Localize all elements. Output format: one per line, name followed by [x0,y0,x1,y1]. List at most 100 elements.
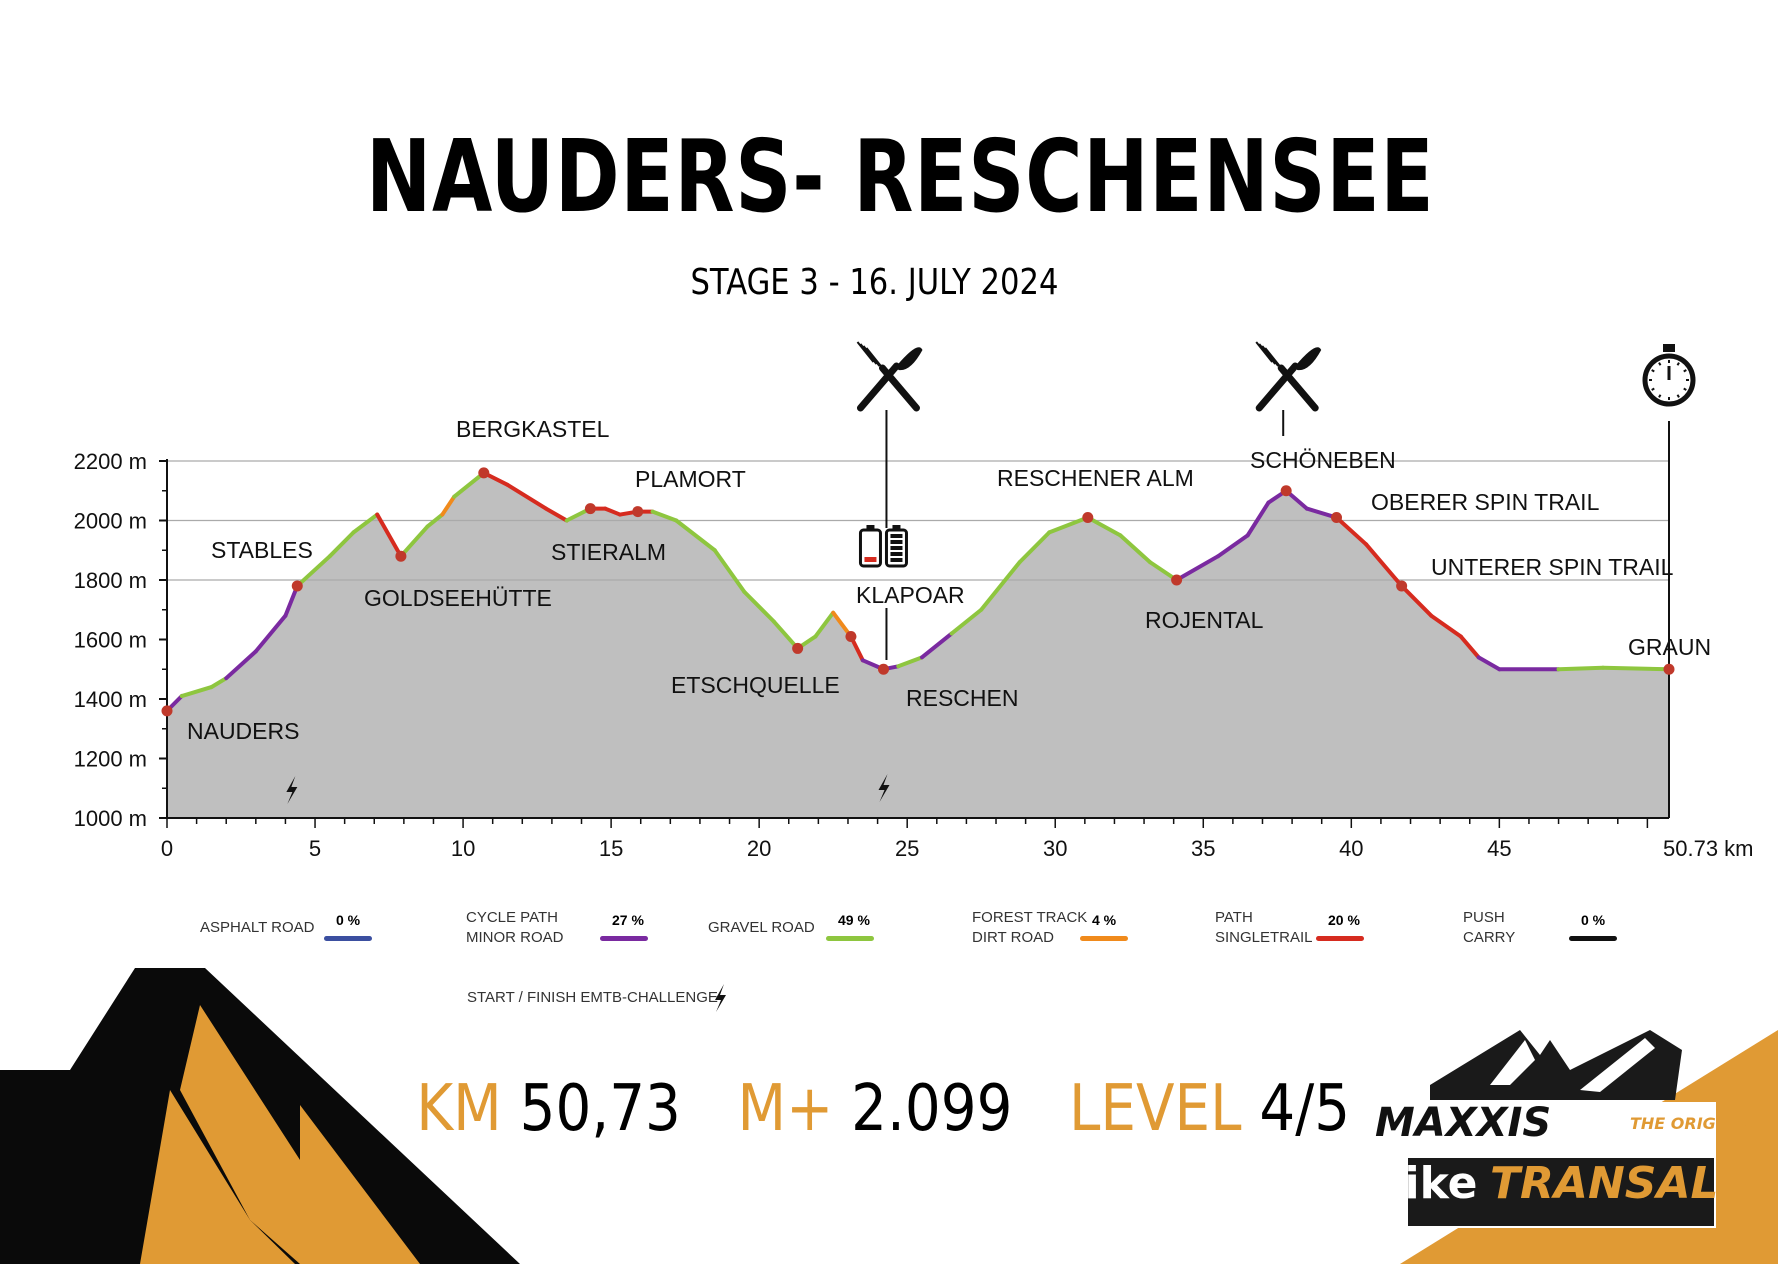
stage-stats: KM 50,73 M+ 2.099 LEVEL 4/5 [101,1072,1666,1146]
profile-segment [295,554,332,588]
waypoint-label: RESCHENER ALM [997,465,1194,491]
elevation-value: 2.099 [851,1072,1013,1146]
profile-segment [1245,500,1271,538]
waypoint-label: GRAUN [1628,634,1711,660]
waypoint-dot [584,503,596,515]
waypoint-dot [478,467,490,479]
profile-segment [1334,515,1369,547]
x-tick-label: 50.73 km [1663,836,1754,861]
profile-segment [1364,542,1404,588]
logo-brand: MAXXIS [1375,1100,1552,1146]
waypoint-label: GOLDSEEHÜTTE [364,585,552,611]
y-tick-label: 1800 m [74,568,147,593]
legend-pct-push: 0 % [1581,912,1606,928]
y-tick-label: 1400 m [74,687,147,712]
logo-name-transalp: TRANSALP [1490,1158,1751,1209]
legend-label-forest: FOREST TRACK DIRT ROAD [972,909,1088,946]
waypoint-dot [792,642,804,654]
legend-label-asphalt: ASPHALT ROAD [200,919,315,936]
waypoint-label: UNTERER SPIN TRAIL [1431,554,1674,580]
emtb-legend-lightning-icon [715,984,726,1012]
waypoint-dot [1280,485,1292,497]
waypoint-dot [1396,580,1408,592]
x-tick-label: 15 [599,836,623,861]
km-value: 50,73 [519,1072,681,1146]
legend-swatch-cycle [600,936,648,941]
waypoint-dot [845,631,857,643]
lightning-icon [878,774,890,802]
legend-label-push: PUSH CARRY [1463,909,1516,946]
level-value: 4/5 [1259,1072,1351,1146]
waypoint-label: SCHÖNEBEN [1250,447,1396,473]
maxxis-bike-transalp-logo [1400,1030,1778,1264]
waypoint-label: STIERALM [551,539,666,565]
stopwatch-tick [1676,362,1680,366]
level-label: LEVEL [1069,1072,1242,1146]
profile-segment [650,509,679,523]
legend-label-cycle: CYCLE PATH MINOR ROAD [466,909,564,946]
legend-pct-trail: 20 % [1328,912,1360,928]
waypoint-label: STABLES [211,537,313,563]
legend-swatch-trail [1316,936,1364,941]
profile-segment [398,524,430,559]
legend-label-trail: PATH SINGLETRAIL [1215,909,1313,946]
profile-segment [1476,655,1502,672]
profile-segment [1118,533,1152,565]
profile-segment [179,685,214,699]
x-tick-label: 40 [1339,836,1363,861]
profile-segment [1429,613,1463,639]
x-tick-label: 5 [309,836,321,861]
stopwatch-tick [1683,387,1687,391]
profile-segment [712,548,747,594]
waypoint-dot [161,705,173,717]
profile-segment [440,494,457,517]
legend-pct-asphalt: 0 % [336,912,361,928]
profile-segment [351,512,380,535]
profile-segment [209,676,229,690]
stopwatch-tick [1683,369,1687,373]
x-tick-label: 0 [161,836,173,861]
stopwatch-tick [1658,362,1662,366]
waypoint-label: BERGKASTEL [456,416,610,442]
km-label: KM [416,1072,502,1146]
elevation-area [167,472,1669,818]
profile-segment [771,619,800,651]
profile-segment [543,506,569,523]
stopwatch-icon [1642,353,1696,407]
profile-segment [742,589,776,624]
profile-segment [674,518,717,553]
stage-subtitle: STAGE 3 - 16. JULY 2024 [690,262,1059,303]
profile-segment [1600,665,1671,672]
profile-segment [1556,665,1605,672]
profile-segment [505,482,548,511]
waypoint-label: ROJENTAL [1145,607,1264,633]
legend-swatch-gravel [826,936,874,941]
profile-segment [603,506,622,517]
waypoint-label: KLAPOAR [856,582,965,608]
y-tick-label: 2000 m [74,509,147,534]
profile-segment [1047,515,1090,535]
legend-pct-cycle: 27 % [612,912,644,928]
lightning-icon [286,776,298,804]
battery-full-level [890,534,903,538]
waypoint-dot [1082,512,1094,524]
waypoint-dot [632,506,644,518]
stopwatch-tick [1651,369,1655,373]
waypoint-label: ETSCHQUELLE [671,672,840,698]
battery-cap [892,525,901,530]
logo-name-bike: bike [1373,1158,1478,1209]
waypoint-dot [878,663,890,675]
profile-segment [224,649,258,681]
battery-full-level [890,558,903,562]
legend-swatch-forest [1080,936,1128,941]
waypoint-label: RESCHEN [906,685,1018,711]
food-icon [856,341,923,412]
profile-segment [919,631,954,660]
battery-full-level [890,546,903,550]
emtb-legend-label: START / FINISH EMTB-CHALLENGE [467,989,718,1006]
y-tick-label: 2200 m [74,449,147,474]
battery-low-level [864,557,877,562]
profile-segment [1399,583,1434,618]
stopwatch-tick [1651,387,1655,391]
